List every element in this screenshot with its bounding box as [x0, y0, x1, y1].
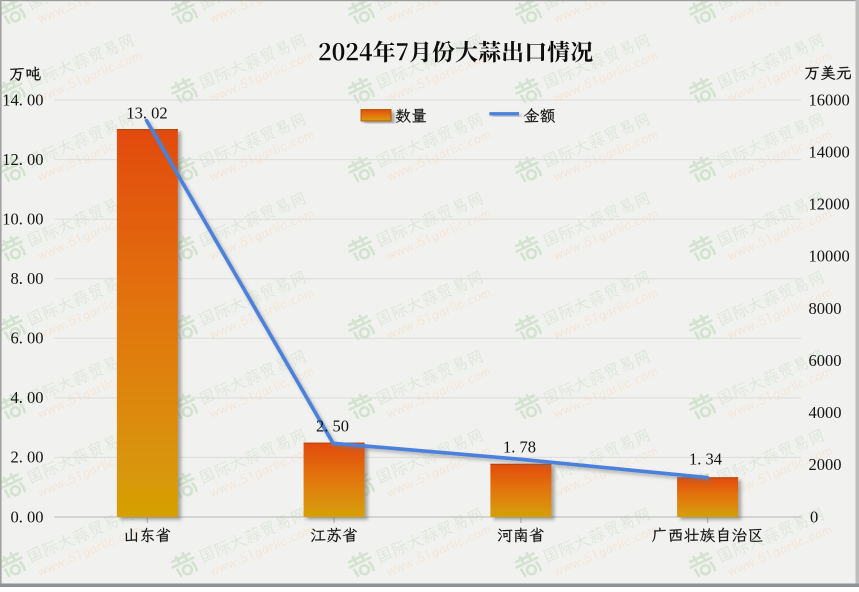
svg-text:4000: 4000 [809, 403, 842, 422]
svg-text:2. 00: 2. 00 [11, 448, 44, 467]
svg-text:13. 02: 13. 02 [126, 104, 167, 123]
svg-text:10000: 10000 [809, 247, 850, 266]
svg-text:6. 00: 6. 00 [11, 329, 44, 348]
svg-text:14. 00: 14. 00 [2, 90, 43, 109]
svg-text:1. 78: 1. 78 [503, 437, 536, 456]
svg-text:16000: 16000 [809, 90, 850, 109]
svg-text:12000: 12000 [809, 195, 850, 214]
svg-text:8000: 8000 [809, 299, 842, 318]
svg-text:2. 50: 2. 50 [316, 417, 349, 436]
svg-text:1. 34: 1. 34 [689, 449, 722, 468]
svg-text:2000: 2000 [809, 455, 842, 474]
svg-text:0: 0 [810, 507, 818, 526]
svg-text:10. 00: 10. 00 [2, 209, 43, 228]
svg-text:8. 00: 8. 00 [11, 269, 44, 288]
svg-text:12. 00: 12. 00 [2, 150, 43, 169]
svg-text:6000: 6000 [809, 351, 842, 370]
svg-text:14000: 14000 [809, 142, 850, 161]
svg-text:0. 00: 0. 00 [11, 507, 44, 526]
svg-text:4. 00: 4. 00 [11, 388, 44, 407]
